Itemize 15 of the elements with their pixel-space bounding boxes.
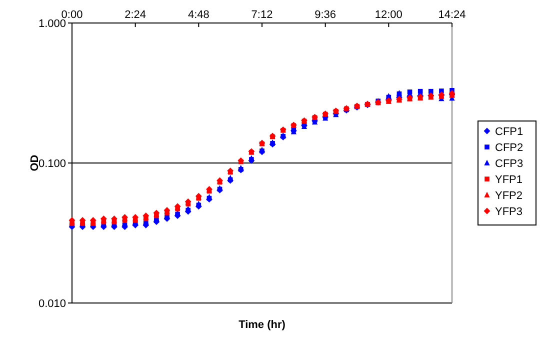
x-tick-label: 4:48: [188, 9, 210, 21]
x-tick-label: 2:24: [124, 9, 146, 21]
x-tick-label: 7:12: [251, 9, 273, 21]
y-tick-label: 0.100: [38, 158, 66, 170]
legend-label: CFP2: [495, 142, 524, 154]
legend-label: CFP1: [495, 126, 524, 138]
x-tick-label: 9:36: [314, 9, 336, 21]
legend-label: YFP3: [495, 206, 523, 218]
x-tick-label: 12:00: [374, 9, 402, 21]
legend-label: YFP1: [495, 174, 523, 186]
x-tick-label: 14:24: [438, 9, 466, 21]
legend-label: CFP3: [495, 158, 524, 170]
legend-label: YFP2: [495, 190, 523, 202]
x-axis-title: Time (hr): [238, 319, 286, 331]
y-tick-label: 0.010: [38, 298, 66, 310]
